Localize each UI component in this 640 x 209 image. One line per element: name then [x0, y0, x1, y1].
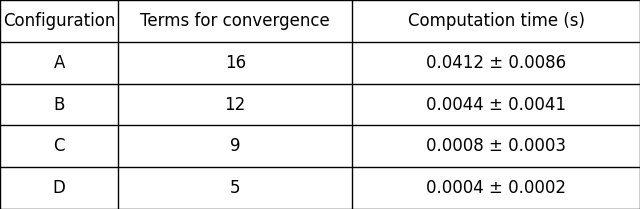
Text: Computation time (s): Computation time (s): [408, 12, 584, 30]
Text: 0.0008 ± 0.0003: 0.0008 ± 0.0003: [426, 137, 566, 155]
Text: Terms for convergence: Terms for convergence: [140, 12, 330, 30]
Text: 0.0044 ± 0.0041: 0.0044 ± 0.0041: [426, 96, 566, 113]
Text: Configuration: Configuration: [3, 12, 115, 30]
Text: 16: 16: [225, 54, 246, 72]
Text: 5: 5: [230, 179, 241, 197]
Text: 0.0412 ± 0.0086: 0.0412 ± 0.0086: [426, 54, 566, 72]
Text: 0.0004 ± 0.0002: 0.0004 ± 0.0002: [426, 179, 566, 197]
Text: 12: 12: [225, 96, 246, 113]
Text: 9: 9: [230, 137, 241, 155]
Text: D: D: [52, 179, 66, 197]
Text: C: C: [54, 137, 65, 155]
Text: A: A: [54, 54, 65, 72]
Text: B: B: [54, 96, 65, 113]
